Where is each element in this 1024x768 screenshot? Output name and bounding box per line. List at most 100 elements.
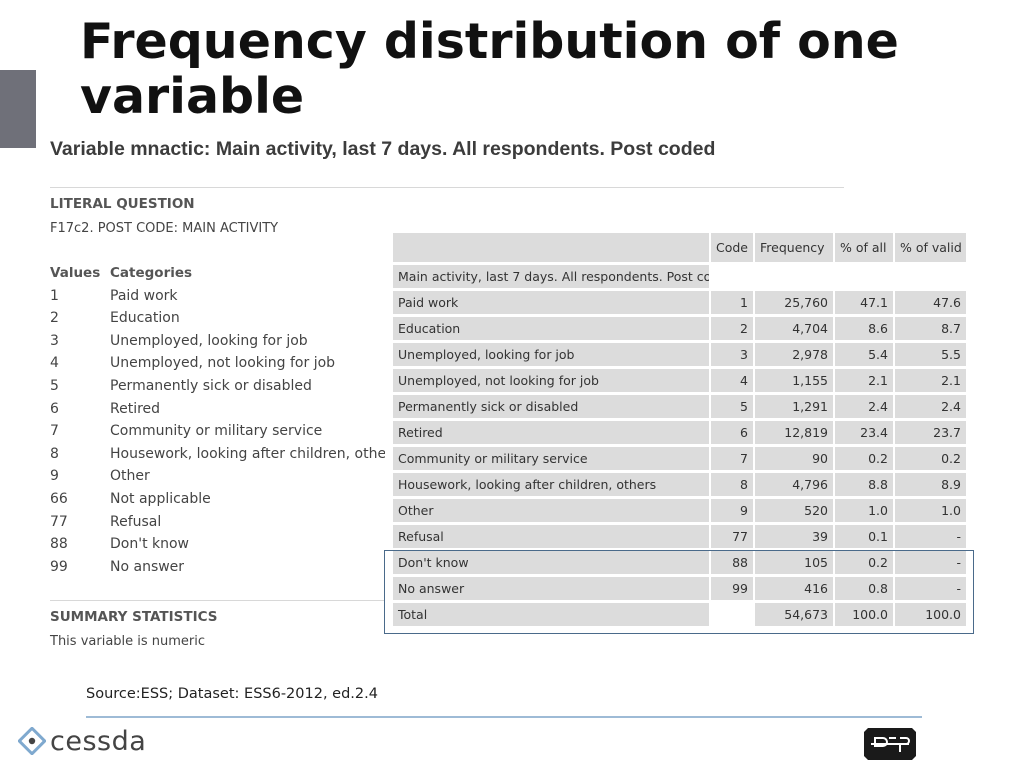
row-frequency: 520 [755,499,835,525]
value-category-row: 6 Retired [50,398,385,421]
table-header-empty [393,233,711,265]
value-category-row: 88 Don't know [50,533,385,556]
table-caption-row: Main activity, last 7 days. All responde… [393,265,968,291]
row-label: Retired [393,421,711,447]
row-label: Education [393,317,711,343]
cessda-diamond-icon [18,727,46,755]
value-code: 8 [50,445,59,462]
total-frequency: 54,673 [755,603,835,629]
value-category: Permanently sick or disabled [110,377,312,394]
value-category: Education [110,310,180,327]
cessda-logo: cessda [18,724,146,758]
variable-heading: Variable mnactic: Main activity, last 7 … [50,138,716,160]
row-frequency: 25,760 [755,291,835,317]
row-code: 2 [711,317,755,343]
row-frequency: 1,291 [755,395,835,421]
divider-top [50,187,844,188]
row-pct-valid: - [895,525,968,551]
row-pct-all: 8.6 [835,317,895,343]
table-row: Other 9 520 1.0 1.0 [393,499,968,525]
row-label: Unemployed, not looking for job [393,369,711,395]
row-pct-valid: 5.5 [895,343,968,369]
literal-question-text: F17c2. POST CODE: MAIN ACTIVITY [50,221,279,236]
value-category: Paid work [110,287,178,304]
value-category-row: 2 Education [50,307,385,330]
value-category: Not applicable [110,490,211,507]
value-code: 1 [50,287,59,304]
row-frequency: 4,704 [755,317,835,343]
footer-line [86,716,922,718]
value-code: 77 [50,513,68,530]
row-pct-all: 8.8 [835,473,895,499]
value-category-row: 3 Unemployed, looking for job [50,330,385,353]
row-label: Other [393,499,711,525]
value-category-row: 8 Housework, looking after children, othe… [50,443,385,466]
row-frequency: 4,796 [755,473,835,499]
table-caption: Main activity, last 7 days. All responde… [393,265,711,291]
value-category-row: 7 Community or military service [50,420,385,443]
row-code: 77 [711,525,755,551]
value-code: 2 [50,310,59,327]
row-label: Refusal [393,525,711,551]
row-pct-all: 1.0 [835,499,895,525]
value-category: Unemployed, not looking for job [110,355,336,372]
table-row: Unemployed, not looking for job 4 1,155 2.1… [393,369,968,395]
row-pct-valid: - [895,551,968,577]
value-code: 99 [50,558,68,575]
row-pct-all: 0.2 [835,551,895,577]
row-frequency: 105 [755,551,835,577]
table-row: Don't know 88 105 0.2- [393,551,968,577]
row-pct-all: 2.4 [835,395,895,421]
table-row: Permanently sick or disabled 5 1,291 2.4 2.4 [393,395,968,421]
row-pct-valid: 2.4 [895,395,968,421]
value-code: 5 [50,377,59,394]
left-accent-bar [0,70,36,148]
summary-heading: SUMMARY STATISTICS [50,609,218,625]
table-row: Paid work 1 25,760 47.1 47.6 [393,291,968,317]
adp-logo-icon [864,728,916,760]
row-frequency: 1,155 [755,369,835,395]
row-label: Don't know [393,551,711,577]
value-code: 4 [50,355,59,372]
table-row: Community or military service 7 90 0.2 0.2 [393,447,968,473]
row-pct-valid: - [895,577,968,603]
row-frequency: 12,819 [755,421,835,447]
value-code: 88 [50,536,68,553]
row-pct-valid: 47.6 [895,291,968,317]
values-list-header: Values Categories [50,262,385,285]
values-header: Values [50,265,101,281]
row-code: 1 [711,291,755,317]
row-label: Community or military service [393,447,711,473]
row-code: 4 [711,369,755,395]
row-pct-all: 23.4 [835,421,895,447]
value-category: Housework, looking after children, other… [110,445,385,462]
value-category-row: 4 Unemployed, not looking for job [50,352,385,375]
table-row: Retired 6 12,819 23.4 23.7 [393,421,968,447]
row-pct-all: 47.1 [835,291,895,317]
row-label: Housework, looking after children, other… [393,473,711,499]
row-pct-all: 0.1 [835,525,895,551]
total-pct-all: 100.0 [835,603,895,629]
row-frequency: 39 [755,525,835,551]
value-code: 9 [50,468,59,485]
row-pct-valid: 8.9 [895,473,968,499]
value-code: 6 [50,400,59,417]
total-label: Total [393,603,711,629]
categories-header: Categories [110,265,193,281]
value-category-row: 66 Not applicable [50,488,385,511]
value-category-row: 77 Refusal [50,511,385,534]
value-category: Don't know [110,536,190,553]
value-category: Other [110,468,150,485]
value-category: No answer [110,558,185,575]
row-label: Permanently sick or disabled [393,395,711,421]
row-code: 3 [711,343,755,369]
value-category-row: 5 Permanently sick or disabled [50,375,385,398]
table-row: Education 2 4,704 8.6 8.7 [393,317,968,343]
value-code: 7 [50,423,59,440]
value-code: 66 [50,490,68,507]
row-pct-all: 0.2 [835,447,895,473]
table-row: Housework, looking after children, other… [393,473,968,499]
value-category-row: 1 Paid work [50,285,385,308]
source-note: Source:ESS; Dataset: ESS6-2012, ed.2.4 [86,686,378,702]
row-frequency: 2,978 [755,343,835,369]
